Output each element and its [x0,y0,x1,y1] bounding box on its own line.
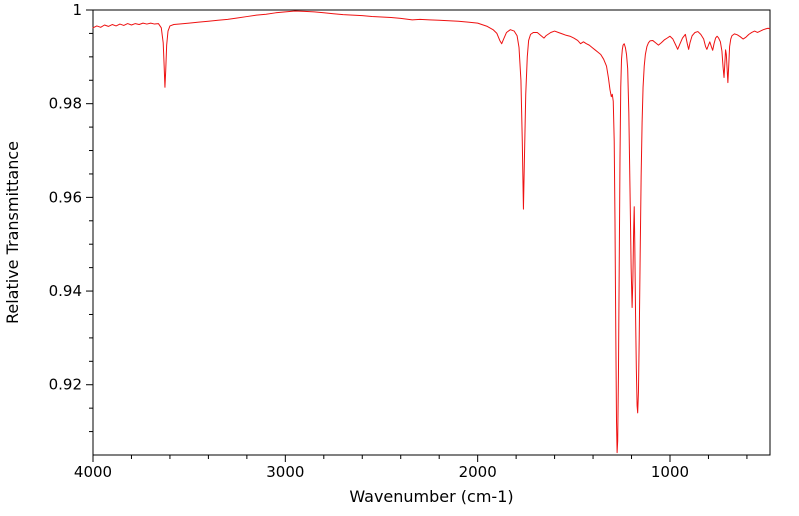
x-tick-label: 2000 [459,463,497,481]
x-tick-label: 1000 [651,463,689,481]
y-tick-label: 1 [72,1,82,19]
plot-border [92,9,771,456]
y-axis-title: Relative Transmittance [3,141,22,324]
x-axis-title: Wavenumber (cm-1) [349,487,513,506]
x-tick-label: 4000 [74,463,112,481]
x-tick-label: 3000 [266,463,304,481]
y-tick-label: 0.94 [49,282,82,300]
y-tick-label: 0.98 [49,95,82,113]
spectrum-line [92,10,771,454]
y-tick-label: 0.92 [49,376,82,394]
y-tick-label: 0.96 [49,188,82,206]
